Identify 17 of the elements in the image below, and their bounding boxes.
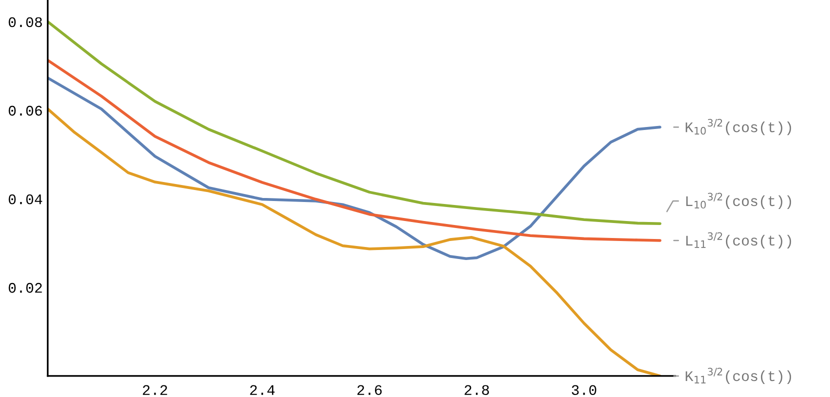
line-series bbox=[48, 58, 662, 242]
y-tick-label: 0.02 bbox=[8, 282, 42, 293]
y-tick-label: 0.08 bbox=[8, 17, 42, 28]
line-series bbox=[48, 108, 662, 376]
y-tick-label: 0.06 bbox=[8, 106, 42, 116]
x-tick-label: 2.8 bbox=[464, 385, 489, 396]
series-label: K$_{10}$$^{3/2}$(cos(t)) bbox=[686, 118, 792, 136]
x-tick-label: 3.0 bbox=[572, 385, 596, 396]
series-label: K$_{11}$$^{3/2}$(cos(t)) bbox=[686, 368, 792, 384]
text: L$_{10}$$^{3/2}$(cos(t)) bbox=[686, 192, 792, 209]
y-tick-label: 0.04 bbox=[8, 194, 42, 204]
line-series bbox=[48, 20, 662, 226]
x-tick-label: 2.2 bbox=[142, 385, 168, 395]
line-series bbox=[48, 76, 662, 260]
series-label: L$_{11}$$^{3/2}$(cos(t)) bbox=[686, 232, 792, 248]
x-tick-label: 2.4 bbox=[250, 385, 275, 395]
x-tick-label: 2.6 bbox=[357, 385, 382, 396]
